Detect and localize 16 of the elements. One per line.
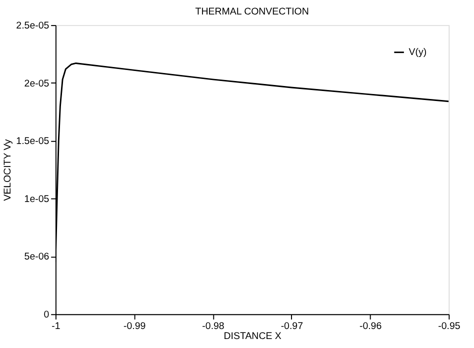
- x-tick-label: -0.96: [359, 321, 382, 332]
- y-axis-title: VELOCITY Vy: [2, 139, 14, 201]
- x-tick-label: -0.95: [438, 321, 460, 332]
- y-tick-label: 2.5e-05: [16, 20, 50, 32]
- x-tick-label: -0.97: [280, 321, 303, 332]
- y-tick-label: 0: [44, 310, 50, 321]
- x-axis-title: DISTANCE X: [224, 330, 282, 342]
- x-tick-label: -0.98: [202, 321, 224, 332]
- chart-title: THERMAL CONVECTION: [195, 6, 309, 18]
- x-tick-label: -0.99: [124, 321, 146, 332]
- y-tick-label: 1e-05: [24, 194, 50, 205]
- legend-label: V(y): [408, 47, 427, 58]
- y-tick-label: 1.5e-05: [16, 136, 50, 148]
- y-tick-label: 2e-05: [24, 78, 50, 90]
- x-tick-label: -1: [52, 321, 60, 332]
- y-tick-label: 5e-06: [24, 252, 50, 263]
